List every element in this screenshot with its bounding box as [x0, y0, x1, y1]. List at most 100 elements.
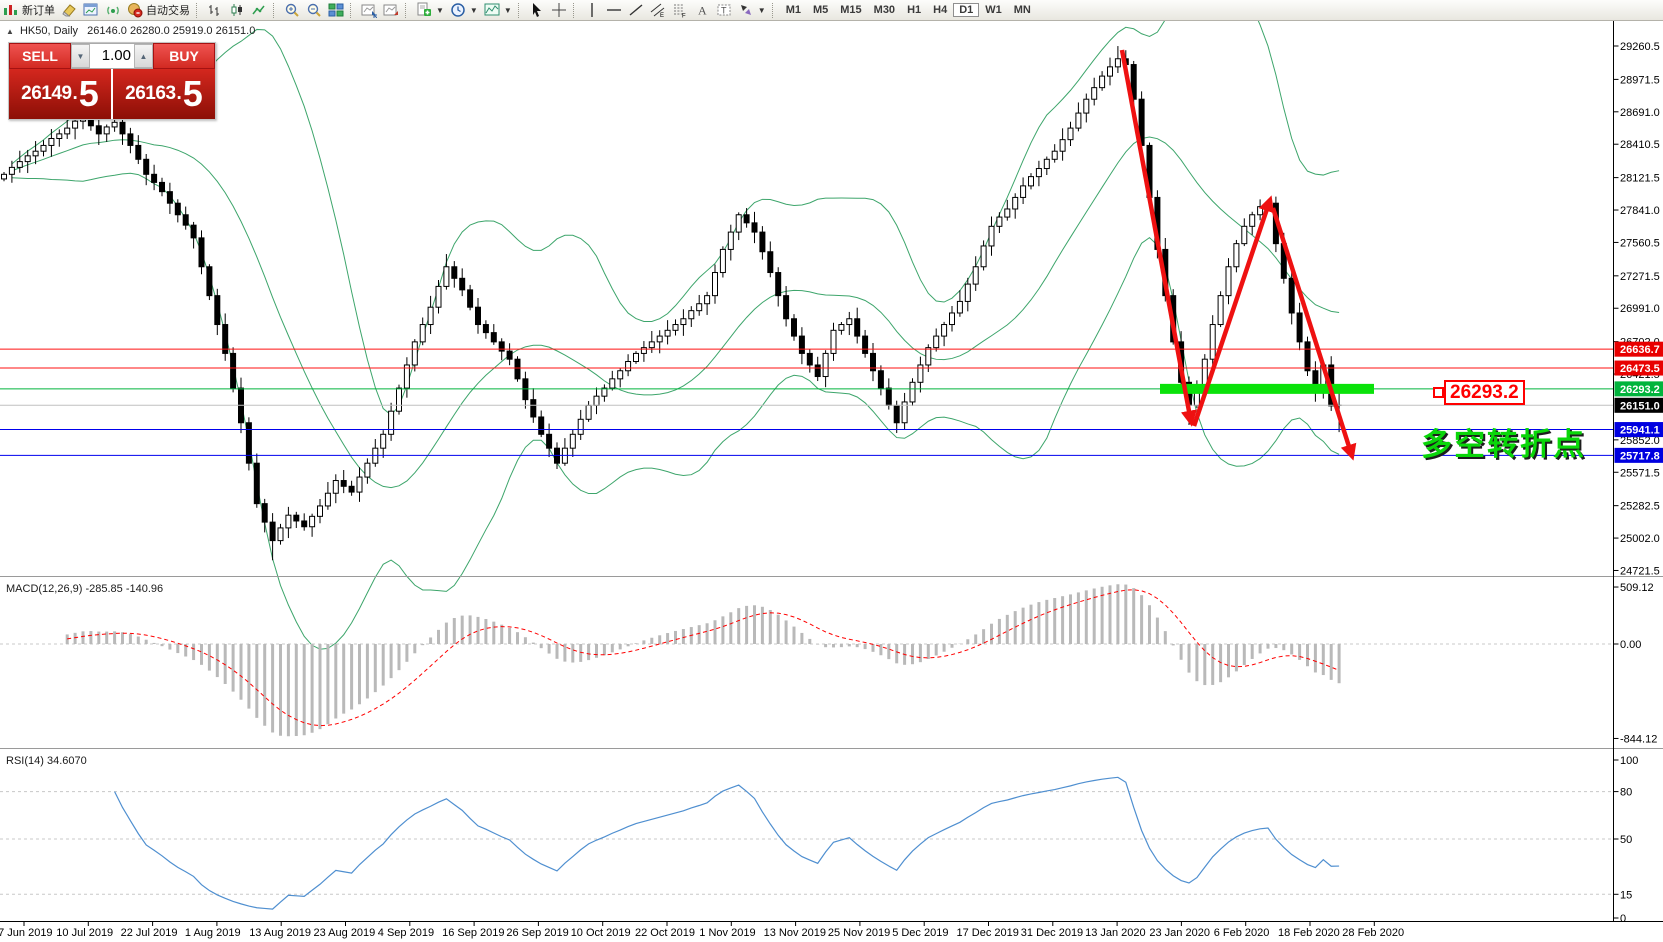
equidistant-channel-button[interactable]: E: [647, 1, 669, 19]
svg-text:16 Sep 2019: 16 Sep 2019: [442, 927, 504, 939]
clock-icon: [451, 3, 465, 17]
svg-text:0: 0: [1620, 913, 1626, 925]
indicator-window-icon: [361, 4, 377, 18]
template-button[interactable]: ▼: [481, 1, 515, 19]
date-axis[interactable]: [0, 922, 1663, 942]
macd-panel[interactable]: [0, 577, 1614, 748]
chart-title-symbol: HK50, Daily: [19, 25, 79, 37]
collapse-triangle-icon: ▲: [6, 27, 14, 36]
indicator-list-icon: [383, 4, 398, 16]
buy-button[interactable]: BUY: [153, 43, 215, 69]
svg-text:10 Jul 2019: 10 Jul 2019: [56, 927, 113, 939]
buy-price[interactable]: 26163. 5: [113, 69, 215, 119]
svg-text:10 Oct 2019: 10 Oct 2019: [571, 927, 631, 939]
arrows-icon: [740, 5, 751, 15]
svg-text:50: 50: [1620, 834, 1632, 846]
sell-button[interactable]: SELL: [9, 43, 71, 69]
new-order-button[interactable]: 新订单: [0, 1, 58, 19]
vertical-line-button[interactable]: [581, 1, 603, 19]
signal-button[interactable]: [102, 1, 124, 19]
svg-text:28121.5: 28121.5: [1620, 173, 1660, 185]
text-label-button[interactable]: T: [713, 1, 735, 19]
candlestick-button[interactable]: [226, 1, 248, 19]
timeframe-d1[interactable]: D1: [953, 3, 980, 17]
timeframe-h1[interactable]: H1: [907, 4, 922, 16]
main-toolbar: 新订单 自动交易 ▼ ▼: [0, 0, 1663, 21]
timeframe-mn[interactable]: MN: [1013, 4, 1031, 16]
price-axis[interactable]: [1614, 20, 1663, 922]
svg-text:25 Nov 2019: 25 Nov 2019: [828, 927, 890, 939]
chart-window-icon: [83, 3, 98, 16]
text-button[interactable]: A: [691, 1, 713, 19]
dropdown-caret: ▼: [757, 5, 766, 15]
crosshair-icon: [551, 3, 566, 17]
chart-window: 29260.5 28971.5 28691.0 28410.5 28121.5 27841…: [0, 20, 1663, 942]
svg-text:E: E: [660, 13, 664, 18]
timeframe-m5[interactable]: M5: [812, 4, 829, 16]
zoom-out-button[interactable]: [303, 1, 325, 19]
svg-text:4 Sep 2019: 4 Sep 2019: [378, 927, 434, 939]
timeframe-m15[interactable]: M15: [840, 4, 862, 16]
svg-text:23 Jan 2020: 23 Jan 2020: [1149, 927, 1210, 939]
indicator-list-button[interactable]: [380, 1, 402, 19]
svg-text:26636.7: 26636.7: [1620, 344, 1660, 356]
autotrade-icon: [128, 3, 143, 18]
svg-text:1 Aug 2019: 1 Aug 2019: [185, 927, 241, 939]
arrows-button[interactable]: ▼: [735, 1, 769, 19]
toolbar-separator: [405, 2, 410, 18]
fibonacci-button[interactable]: F: [669, 1, 691, 19]
autotrade-button[interactable]: 自动交易: [124, 1, 193, 19]
svg-text:RSI(14) 34.6070: RSI(14) 34.6070: [6, 755, 87, 767]
trendline-button[interactable]: [625, 1, 647, 19]
toolbar-separator: [572, 2, 578, 18]
buy-price-dot: .: [176, 83, 182, 104]
volume-decrease-button[interactable]: ▼: [71, 44, 90, 68]
horizontal-line-button[interactable]: [603, 1, 625, 19]
tile-windows-button[interactable]: [325, 1, 347, 19]
svg-text:26 Sep 2019: 26 Sep 2019: [506, 927, 568, 939]
toolbar-separator: [350, 2, 355, 18]
period-button[interactable]: ▼: [447, 1, 481, 19]
svg-text:25941.1: 25941.1: [1620, 425, 1660, 437]
svg-text:26151.0: 26151.0: [1620, 400, 1660, 412]
toolbar-separator: [771, 2, 777, 18]
turning-point-annotation: 多空转折点: [1421, 427, 1586, 462]
chart-canvas[interactable]: 29260.5 28971.5 28691.0 28410.5 28121.5 27841…: [0, 20, 1663, 942]
zoom-in-button[interactable]: [281, 1, 303, 19]
svg-text:26991.0: 26991.0: [1620, 303, 1660, 315]
svg-text:-844.12: -844.12: [1620, 733, 1657, 745]
svg-text:13 Nov 2019: 13 Nov 2019: [764, 927, 826, 939]
svg-text:28691.0: 28691.0: [1620, 107, 1660, 119]
svg-text:1 Nov 2019: 1 Nov 2019: [699, 927, 755, 939]
svg-text:18 Feb 2020: 18 Feb 2020: [1278, 927, 1340, 939]
rsi-panel[interactable]: [0, 749, 1614, 922]
timeframe-m1[interactable]: M1: [785, 4, 801, 16]
new-order-icon: [4, 5, 17, 15]
new-order-label: 新订单: [22, 5, 55, 17]
cursor-button[interactable]: [526, 1, 548, 19]
volume-increase-button[interactable]: ▲: [134, 44, 153, 68]
sell-price[interactable]: 26149. 5: [9, 69, 111, 119]
eraser-button[interactable]: [58, 1, 80, 19]
cursor-icon: [532, 3, 541, 17]
svg-text:A: A: [698, 4, 707, 18]
timeframe-w1[interactable]: W1: [985, 4, 1002, 16]
dropdown-caret: ▼: [469, 5, 478, 15]
timeframe-m30[interactable]: M30: [873, 4, 896, 16]
volume-input[interactable]: 1.00: [101, 47, 131, 64]
sell-price-frac: 5: [78, 73, 99, 114]
svg-text:80: 80: [1620, 787, 1632, 799]
equidistant-channel-icon: E: [650, 3, 665, 18]
svg-text:25282.5: 25282.5: [1620, 501, 1660, 513]
line-chart-button[interactable]: [248, 1, 270, 19]
bar-chart-button[interactable]: [204, 1, 226, 19]
crosshair-button[interactable]: [548, 1, 570, 19]
sell-price-dot: .: [72, 83, 78, 104]
svg-text:25717.8: 25717.8: [1620, 450, 1660, 462]
timeframe-h4[interactable]: H4: [933, 4, 948, 16]
svg-text:509.12: 509.12: [1620, 582, 1654, 594]
chart-window-button[interactable]: [80, 1, 102, 19]
indicator-window-button[interactable]: [358, 1, 380, 19]
add-indicator-button[interactable]: ▼: [413, 1, 447, 19]
signal-icon: [107, 6, 119, 15]
